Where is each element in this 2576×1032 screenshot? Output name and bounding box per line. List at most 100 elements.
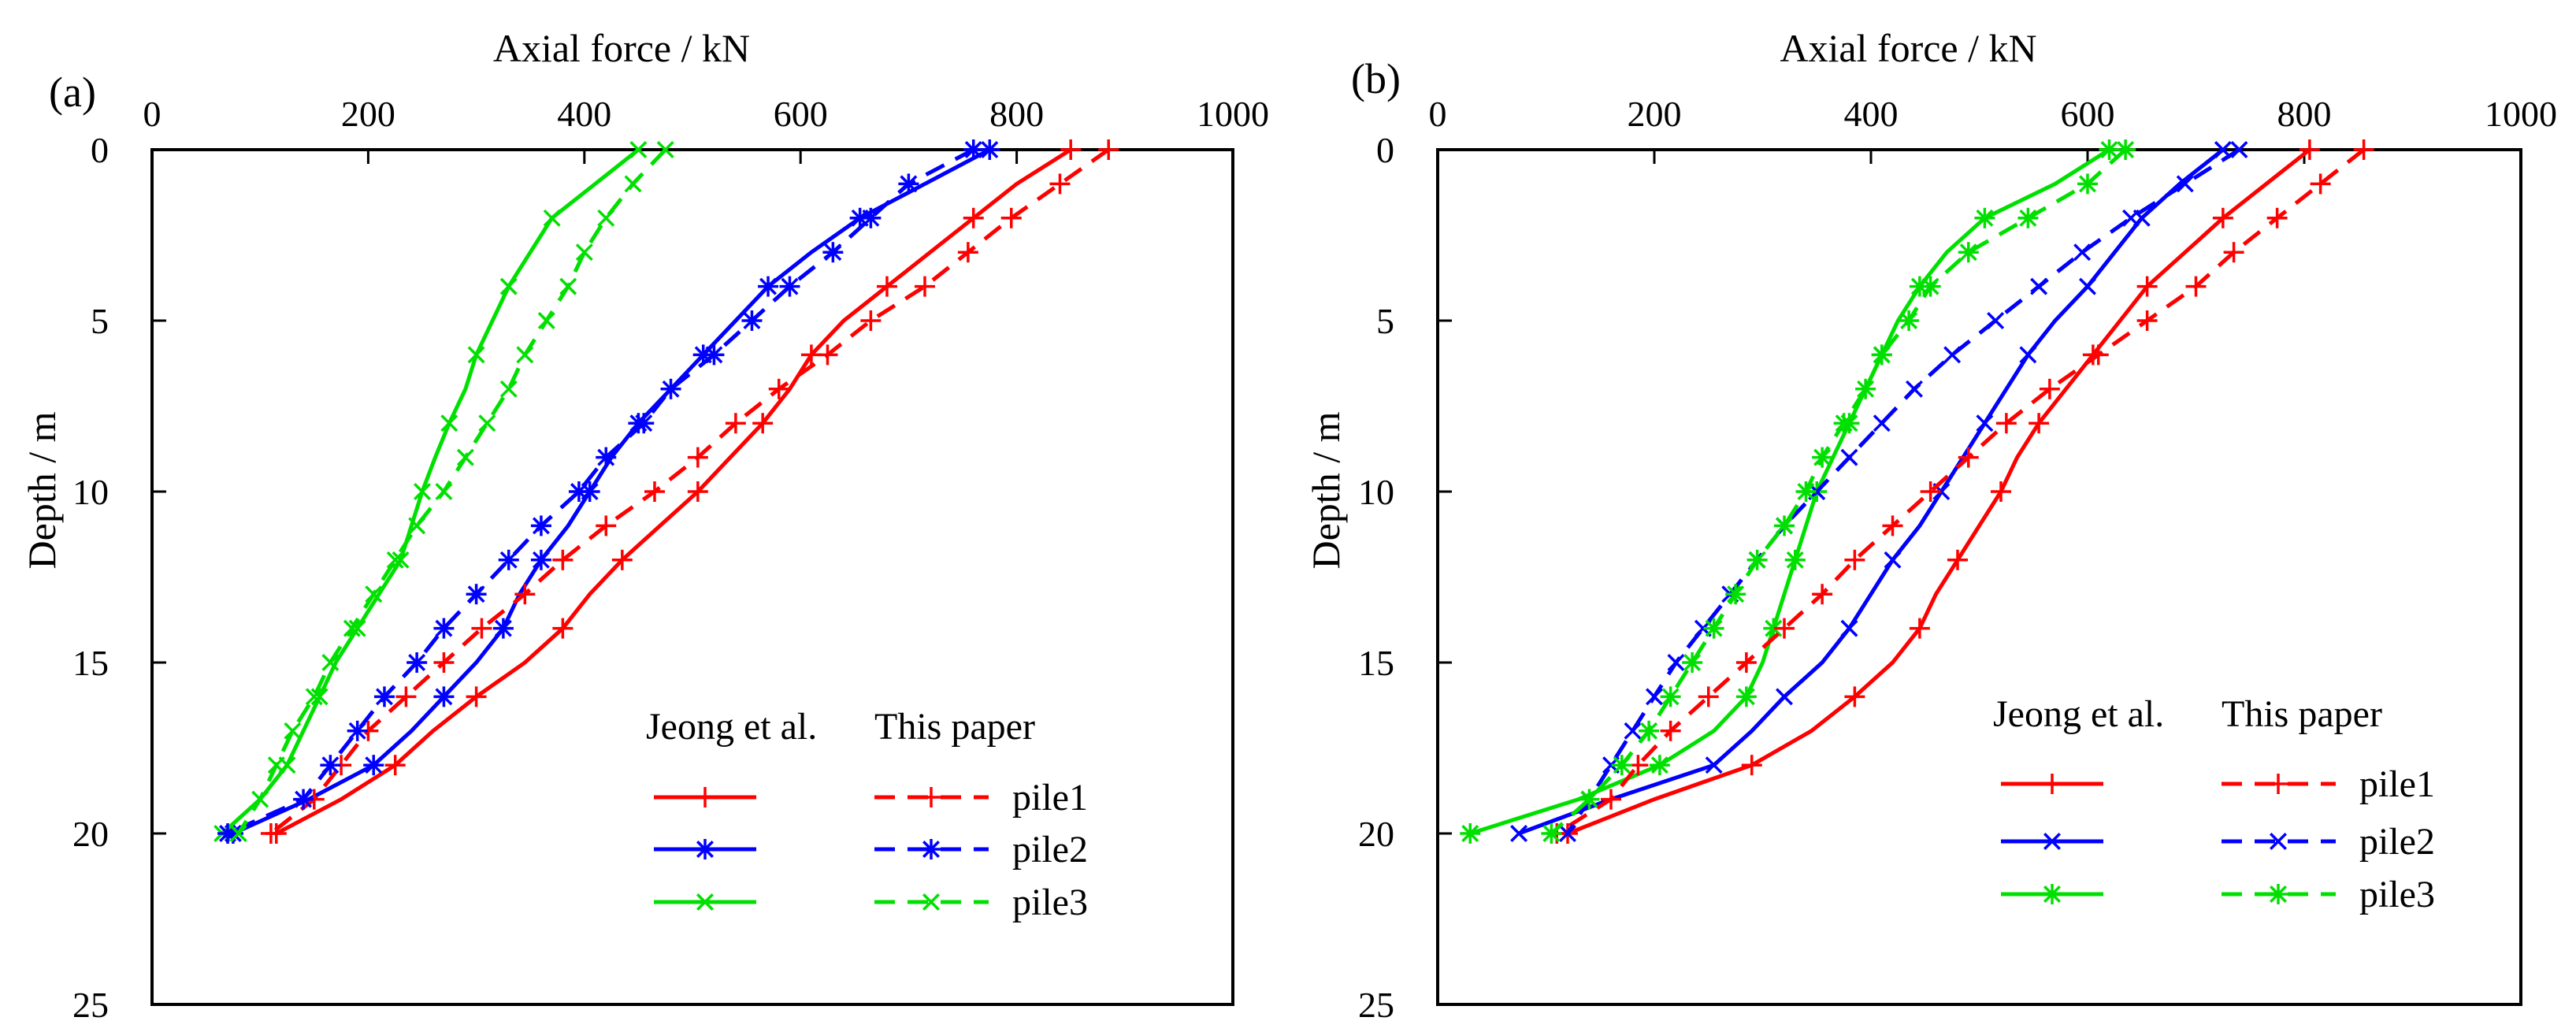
data-point bbox=[1991, 481, 2011, 502]
data-point bbox=[1601, 789, 1621, 810]
x-tick-label: 200 bbox=[1628, 94, 1682, 134]
series-pile1-this-paper bbox=[260, 139, 1119, 844]
legend-entry-pile2-this-paper: pile2 bbox=[2222, 821, 2435, 863]
y-tick-label: 25 bbox=[72, 985, 109, 1025]
data-point bbox=[779, 276, 800, 297]
legend-marker bbox=[695, 839, 715, 859]
data-point bbox=[1909, 618, 1930, 639]
data-point bbox=[414, 483, 431, 500]
data-point bbox=[2230, 141, 2248, 158]
data-point bbox=[725, 413, 746, 434]
data-point bbox=[466, 584, 487, 605]
data-point bbox=[1920, 276, 1941, 297]
data-point bbox=[2299, 139, 2320, 160]
legend-marker bbox=[2270, 833, 2287, 850]
data-point bbox=[267, 756, 285, 774]
data-point bbox=[1920, 481, 1941, 502]
data-point bbox=[1559, 825, 1576, 842]
y-tick-label: 20 bbox=[72, 814, 109, 854]
data-point bbox=[2029, 413, 2050, 434]
data-point bbox=[456, 448, 474, 466]
legend-marker bbox=[922, 893, 940, 911]
data-point bbox=[1812, 447, 1833, 468]
data-point bbox=[1735, 686, 1757, 707]
series-pile2-jeong bbox=[222, 139, 1000, 844]
data-point bbox=[433, 618, 455, 639]
x-tick-label: 200 bbox=[341, 94, 395, 134]
data-point bbox=[624, 175, 642, 193]
y-tick-label: 0 bbox=[91, 130, 109, 170]
data-point bbox=[305, 688, 323, 706]
legend-label: pile3 bbox=[1012, 882, 1088, 923]
data-point bbox=[1995, 413, 2017, 434]
x-tick-label: 0 bbox=[1429, 94, 1447, 134]
series-pile1-jeong bbox=[265, 139, 1082, 844]
x-tick-label: 800 bbox=[989, 94, 1044, 134]
data-point bbox=[2176, 175, 2194, 193]
data-point bbox=[1882, 515, 1903, 536]
data-point bbox=[229, 825, 247, 842]
legend-entry-pile3-this-paper: pile3 bbox=[2222, 874, 2435, 915]
legend-entry-pile3-this-paper: pile3 bbox=[874, 882, 1088, 923]
data-point bbox=[1460, 823, 1481, 844]
data-point bbox=[395, 686, 417, 707]
series-line bbox=[226, 147, 974, 836]
y-tick-label: 15 bbox=[1358, 643, 1394, 683]
data-point bbox=[2212, 207, 2233, 228]
data-point bbox=[347, 720, 368, 741]
data-point bbox=[914, 276, 935, 297]
data-point bbox=[406, 652, 428, 673]
x-axis-title: Axial force / kN bbox=[1780, 26, 2036, 70]
y-tick-label: 25 bbox=[1358, 985, 1394, 1025]
data-point bbox=[1899, 310, 1920, 331]
data-point bbox=[363, 755, 384, 776]
legend-entry-pile1-this-paper: pile1 bbox=[874, 777, 1088, 819]
data-point bbox=[822, 242, 844, 263]
data-point bbox=[467, 346, 485, 364]
data-point bbox=[1682, 652, 1703, 673]
data-point bbox=[1795, 481, 1817, 502]
legend-entry-pile1-jeong bbox=[654, 787, 756, 807]
data-point bbox=[543, 209, 561, 227]
data-point bbox=[1098, 139, 1119, 160]
data-point bbox=[1776, 688, 1793, 706]
data-point bbox=[2310, 173, 2331, 195]
x-tick-label: 800 bbox=[2277, 94, 2332, 134]
data-point bbox=[2099, 139, 2120, 160]
data-point bbox=[568, 481, 589, 502]
data-point bbox=[1855, 378, 1876, 399]
data-point bbox=[768, 378, 789, 399]
legend-entry-pile2-this-paper: pile2 bbox=[874, 829, 1088, 871]
legend: Jeong et al. This paper pile1 pile2 pile3 bbox=[1993, 693, 2435, 915]
data-point bbox=[293, 789, 314, 810]
legend-entry-pile2-jeong bbox=[654, 839, 756, 859]
legend-marker bbox=[2042, 774, 2062, 794]
data-point bbox=[2030, 277, 2048, 295]
data-point bbox=[284, 722, 302, 740]
legend-label: pile1 bbox=[1012, 777, 1088, 819]
data-point bbox=[1000, 207, 1022, 228]
legend-marker bbox=[2268, 774, 2288, 794]
data-point bbox=[963, 139, 984, 160]
data-point bbox=[1840, 619, 1858, 637]
data-point bbox=[1746, 549, 1768, 570]
legend-marker bbox=[695, 787, 715, 807]
data-point bbox=[1698, 686, 1719, 707]
data-point bbox=[2073, 243, 2092, 262]
data-point bbox=[384, 755, 406, 776]
data-point bbox=[2115, 139, 2136, 160]
data-point bbox=[320, 755, 341, 776]
data-point bbox=[1763, 618, 1784, 639]
y-tick-label: 15 bbox=[72, 643, 109, 683]
series-pile2-this-paper bbox=[1559, 141, 2248, 842]
data-point bbox=[1943, 346, 1962, 364]
legend-entry-pile3-jeong bbox=[2001, 884, 2103, 904]
panel-label: (a) bbox=[49, 69, 96, 116]
legend-entry-pile3-jeong bbox=[654, 893, 756, 911]
data-point bbox=[2136, 276, 2158, 297]
data-point bbox=[644, 481, 665, 502]
data-point bbox=[530, 549, 551, 570]
data-point bbox=[1624, 722, 1642, 740]
legend-heading-this-paper: This paper bbox=[2222, 693, 2382, 735]
data-point bbox=[1844, 549, 1865, 570]
